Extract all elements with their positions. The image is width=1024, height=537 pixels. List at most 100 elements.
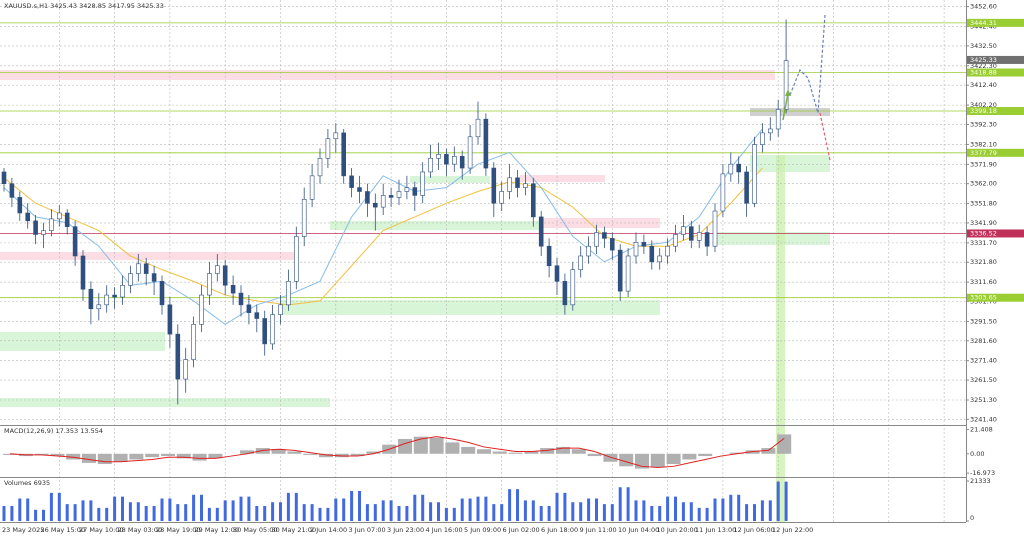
macd-tick-label: 0.00	[970, 450, 984, 458]
volume-bar	[318, 507, 322, 521]
y-tick-label: 3371.90	[970, 160, 997, 168]
candle-body	[649, 245, 655, 263]
volume-bar	[160, 498, 164, 521]
volume-bar	[729, 494, 733, 521]
macd-bar	[729, 452, 744, 454]
volume-bar	[286, 492, 290, 521]
candle-body	[64, 212, 70, 227]
candle-body	[546, 245, 552, 267]
x-tick-label: 28 May 19:00	[156, 526, 201, 534]
candle-body	[578, 255, 584, 270]
candle-body	[704, 232, 710, 247]
x-tick-label: 4 Jun 16:00	[426, 526, 463, 534]
volume-tick-label: 21333	[970, 477, 991, 485]
candle-body	[436, 154, 441, 159]
demand-zone	[410, 176, 490, 183]
volume-bar	[326, 507, 330, 521]
candle-body	[602, 232, 607, 239]
volume-bar	[508, 489, 512, 521]
volume-bar	[595, 498, 598, 521]
volume-bar	[492, 504, 496, 521]
volume-bar	[476, 496, 480, 521]
candle-body	[349, 175, 354, 188]
y-tick-label: 3251.30	[970, 396, 997, 404]
volume-bar	[215, 507, 219, 521]
x-tick-label: 11 Jun 13:00	[695, 526, 736, 534]
volume-bar	[602, 504, 606, 521]
x-tick-label: 6 Jun 02:00	[503, 526, 540, 534]
volume-bar	[89, 500, 93, 521]
y-tick-label: 3452.60	[970, 3, 997, 11]
volume-bar	[587, 498, 591, 521]
supply-zone	[0, 252, 295, 260]
demand-zone	[330, 221, 540, 230]
volume-bar	[397, 505, 401, 521]
candle-body	[720, 173, 726, 212]
candle-body	[515, 177, 520, 188]
level-label-box	[967, 18, 1024, 27]
candle-body	[491, 167, 497, 204]
volume-bar	[97, 507, 101, 521]
candle-body	[673, 234, 678, 247]
volume-bar	[650, 505, 654, 521]
demand-zone	[0, 332, 165, 351]
macd-bar	[477, 449, 491, 454]
supply-zone	[520, 175, 605, 182]
volume-bar	[768, 500, 772, 521]
candle-body	[270, 314, 275, 345]
macd-bar	[445, 442, 460, 454]
level-label-box	[967, 107, 1024, 116]
macd-bar	[650, 453, 665, 468]
macd-bar	[334, 453, 349, 458]
volume-bar	[437, 502, 440, 521]
macd-bar	[287, 451, 302, 454]
volume-bar	[626, 487, 630, 521]
macd-bar	[129, 453, 144, 460]
candle-body	[286, 281, 291, 306]
macd-bar	[761, 448, 776, 454]
y-tick-label: 3311.60	[970, 278, 997, 286]
volume-bar	[745, 504, 749, 521]
candle-body	[767, 128, 773, 134]
macd-signal	[9, 436, 785, 468]
candle-body	[159, 281, 165, 306]
y-tick-label: 3241.40	[970, 415, 997, 423]
candle-body	[80, 255, 86, 290]
macd-bar	[508, 452, 523, 454]
candle-body	[428, 157, 433, 173]
demand-zone	[0, 398, 330, 407]
candle-body	[752, 144, 757, 204]
y-tick-label: 3291.50	[970, 317, 997, 325]
candle-body	[665, 245, 670, 257]
macd-bar	[745, 450, 760, 454]
volume-bar	[57, 492, 61, 521]
candle-body	[301, 199, 307, 237]
macd-bar	[66, 453, 81, 460]
macd-bar	[666, 453, 681, 465]
level-label-box	[967, 148, 1024, 157]
volume-bar	[737, 494, 741, 521]
volume-bar	[460, 498, 464, 521]
macd-bar	[34, 453, 49, 455]
macd-bar	[398, 438, 412, 454]
volume-bar	[697, 507, 701, 521]
volume-bar	[176, 504, 180, 521]
forecast-path	[789, 14, 826, 114]
y-tick-label: 3432.50	[970, 42, 997, 50]
volume-bar	[531, 500, 535, 521]
volume-bar	[784, 481, 788, 521]
macd-bar	[82, 453, 96, 463]
candle-body	[309, 175, 315, 200]
volume-bar	[484, 496, 488, 521]
candle-body	[688, 226, 694, 241]
volume-bar	[34, 509, 38, 521]
volume-bar	[452, 507, 456, 521]
candle-body	[120, 284, 125, 298]
chart-title: XAUUSD.s,H1 3425.43 3428.85 3417.95 3425…	[4, 2, 164, 10]
volume-bar	[634, 500, 638, 521]
macd-label: MACD(12,26,9) 17.353 13.554	[4, 427, 103, 435]
macd-bar	[698, 453, 713, 457]
volume-bar	[500, 504, 504, 521]
volume-bar	[18, 498, 22, 521]
